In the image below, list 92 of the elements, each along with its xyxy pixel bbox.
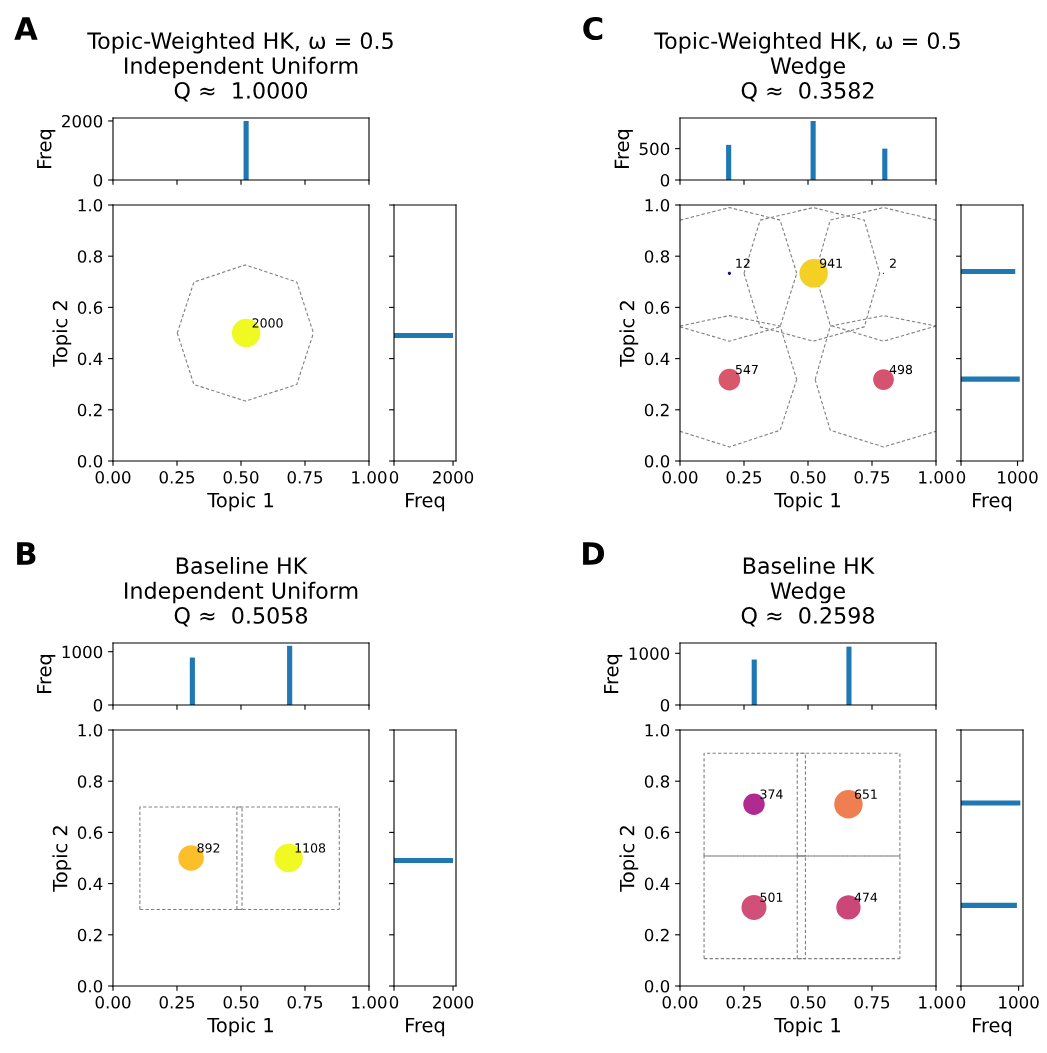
y-axis-title: Topic 2 (619, 301, 639, 367)
y-tick-label: 0.2 (644, 928, 669, 942)
x-tick-label: 0.00 (95, 996, 131, 1009)
annotation: 2 (889, 258, 896, 268)
x-tick-label: 0.75 (854, 996, 890, 1009)
x-axis-title: Topic 1 (774, 492, 840, 512)
y-tick-label: 0.0 (77, 454, 103, 468)
y-tick-label: 0 (660, 698, 670, 712)
annotation: 547 (735, 364, 758, 375)
y-tick-label: 0.8 (644, 250, 670, 263)
y-tick-label: 0.6 (644, 826, 670, 839)
annotation: 498 (889, 364, 913, 375)
y-tick-label: 1.0 (645, 723, 670, 737)
text: A (14, 17, 38, 40)
y-tick-label: 1.0 (645, 198, 670, 212)
x-tick-label: 1.00 (352, 996, 387, 1009)
x-tick-label: 0 (389, 471, 399, 484)
x-axis-title: Topic 1 (774, 1017, 840, 1037)
x-axis-title: Topic 1 (207, 1017, 273, 1037)
y-tick-label: 500 (639, 142, 670, 156)
x-tick-label: 0 (389, 996, 399, 1009)
x-tick-label: 0 (956, 996, 966, 1009)
y-axis-title: Topic 2 (619, 826, 639, 892)
x-tick-label: 0.75 (854, 471, 890, 484)
x-tick-label: 1.00 (919, 471, 954, 484)
x-tick-label: 1.00 (919, 996, 954, 1009)
y-tick-label: 0.6 (644, 301, 670, 314)
y-tick-label: 0.6 (77, 301, 103, 314)
x-tick-label: 2000 (433, 471, 474, 484)
text: B (17, 542, 36, 565)
annotation: 374 (760, 789, 783, 799)
x-tick-label: 1.00 (352, 471, 387, 484)
chart-title: Topic-Weighted HK, ω = 0.5 Wedge Q ≈ 0.3582 (654, 31, 960, 102)
chart-title: Topic-Weighted HK, ω = 0.5 Independent Uniform Q ≈ 1.0000 (87, 31, 393, 102)
text: D (583, 542, 605, 565)
x-axis-title: Freq (406, 1018, 445, 1037)
y-tick-label: 0 (660, 173, 670, 187)
x-tick-label: 0.75 (287, 471, 323, 484)
x-tick-label: 0.25 (159, 471, 195, 484)
y-tick-label: 0.2 (77, 928, 102, 942)
y-tick-label: 0 (93, 698, 103, 712)
x-tick-label: 2000 (433, 996, 474, 1009)
x-tick-label: 1000 (999, 996, 1039, 1009)
x-tick-label: 0.25 (159, 996, 195, 1009)
y-tick-label: 0.0 (77, 979, 103, 993)
y-tick-label: 0.4 (77, 877, 103, 891)
y-tick-label: 0.2 (644, 403, 669, 417)
y-tick-label: 0.2 (77, 403, 102, 417)
x-tick-label: 0.75 (287, 996, 323, 1009)
chart-title: Baseline HK Independent Uniform Q ≈ 0.5058 (125, 556, 358, 627)
x-tick-label: 0.50 (790, 471, 826, 484)
x-tick-label: 0.50 (223, 471, 259, 484)
y-tick-label: 2000 (62, 114, 103, 128)
y-axis-title: Freq (604, 654, 623, 693)
x-tick-label: 0.25 (726, 996, 762, 1009)
y-axis-title: Freq (614, 129, 633, 168)
annotation: 501 (760, 892, 783, 903)
x-axis-title: Topic 1 (207, 492, 273, 512)
y-tick-label: 1.0 (78, 198, 103, 212)
text: C (583, 16, 603, 41)
x-tick-label: 1000 (998, 471, 1038, 484)
y-tick-label: 0 (93, 173, 103, 187)
y-tick-label: 0.8 (644, 775, 670, 788)
x-tick-label: 0.25 (726, 471, 762, 484)
chart-title: Baseline HK Wedge Q ≈ 0.2598 (741, 556, 875, 627)
y-tick-label: 1.0 (78, 723, 103, 737)
annotation: 892 (197, 843, 220, 853)
y-tick-label: 0.4 (644, 352, 670, 366)
y-axis-title: Freq (37, 129, 56, 168)
y-tick-label: 0.6 (77, 826, 103, 839)
x-tick-label: 0.50 (790, 996, 826, 1009)
y-axis-title: Topic 2 (52, 826, 72, 892)
y-tick-label: 0.8 (77, 775, 103, 788)
x-tick-label: 0 (956, 471, 966, 484)
y-tick-label: 0.0 (644, 454, 670, 468)
x-tick-label: 0.50 (223, 996, 259, 1009)
x-axis-title: Freq (973, 493, 1012, 512)
y-axis-title: Topic 2 (52, 301, 72, 367)
annotation: 12 (736, 258, 750, 268)
y-tick-label: 0.4 (77, 352, 103, 366)
y-tick-label: 1000 (629, 647, 670, 660)
y-tick-label: 0.8 (77, 250, 103, 263)
x-tick-label: 0.00 (662, 996, 698, 1009)
x-axis-title: Freq (973, 1018, 1012, 1037)
annotation: 474 (854, 892, 878, 902)
x-axis-title: Freq (406, 493, 445, 512)
y-axis-title: Freq (37, 654, 56, 693)
y-tick-label: 1000 (62, 645, 103, 659)
y-tick-label: 0.0 (644, 979, 670, 993)
x-tick-label: 0.00 (95, 471, 131, 484)
x-tick-label: 0.00 (662, 471, 698, 484)
y-tick-label: 0.4 (644, 877, 670, 891)
